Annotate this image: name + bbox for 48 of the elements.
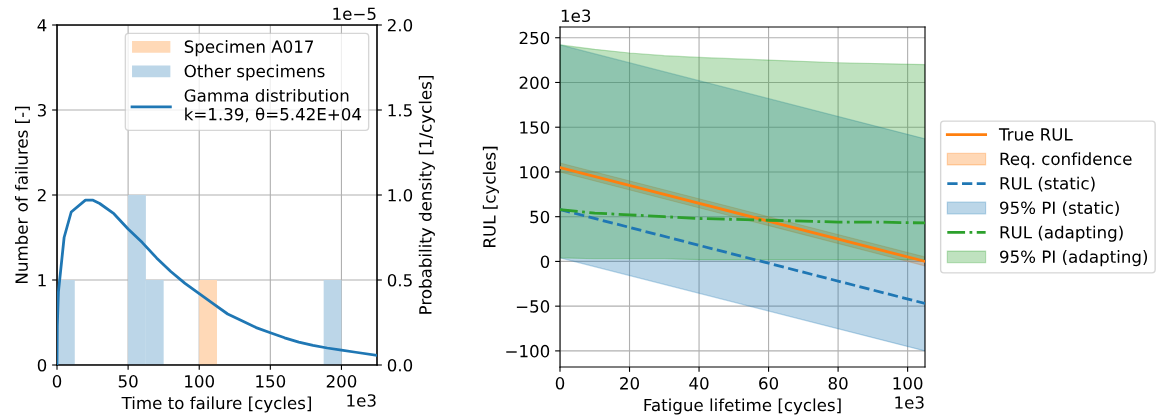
y-tick-label: 200: [519, 76, 550, 90]
x-tick-label: 0: [52, 375, 62, 388]
legend-label: Gamma distribution k=1.39, θ=5.42E+04: [184, 88, 362, 123]
x-axis-title: Time to failure [cycles]: [121, 396, 311, 413]
y2-tick-label: 0.0: [387, 358, 413, 372]
y-tick-label: 100: [520, 165, 550, 179]
y-tick-label: 50: [530, 210, 550, 224]
x-tick-label: 40: [689, 377, 709, 390]
y2-axis-title: Probability density [1/cycles]: [418, 76, 435, 314]
x-tick-label: 100: [185, 375, 215, 388]
y-tick-label: 0: [540, 255, 550, 268]
y-tick-label: −100: [506, 344, 550, 358]
x-tick-label: 80: [828, 377, 848, 390]
y-axis-title: Number of failures [-]: [14, 106, 30, 283]
x-tick-label: 200: [326, 375, 357, 388]
legend-label: 95% PI (static): [1000, 201, 1119, 217]
y2-tick-label: 1.0: [388, 188, 413, 202]
line-series: [560, 208, 925, 225]
legend-label: RUL (static): [1000, 176, 1095, 192]
y-tick-label: 250: [519, 31, 550, 45]
y-axis-title: RUL [cycles]: [482, 146, 499, 247]
legend-label: True RUL: [998, 128, 1073, 141]
legend-label: Specimen A017: [184, 40, 314, 57]
y-tick-label: 2: [37, 188, 46, 202]
legend-label: Req. confidence: [1000, 152, 1132, 169]
x-tick-label: 20: [620, 377, 640, 390]
x-tick-label: 100: [893, 377, 923, 390]
y2-tick-label: 0.5: [387, 273, 412, 287]
text: 1e−5: [333, 7, 376, 21]
x-tick-label: 0: [555, 377, 565, 390]
legend-label: 95% PI (adapting): [1000, 250, 1148, 267]
y-tick-label: 3: [37, 103, 46, 117]
y-tick-label: 1: [38, 274, 46, 287]
text: 1e3: [895, 396, 924, 409]
y-tick-label: −50: [516, 300, 550, 313]
y-tick-label: 150: [520, 121, 550, 134]
x-tick-label: 50: [118, 375, 138, 388]
y-tick-label: 0: [37, 358, 47, 372]
x-tick-label: 60: [759, 377, 779, 390]
legend-label: RUL (adapting): [1000, 225, 1123, 242]
y-tick-label: 4: [37, 19, 47, 32]
y2-tick-label: 1.5: [388, 104, 412, 117]
text: 1e3: [347, 394, 376, 407]
legend-label: Other specimens: [184, 64, 325, 81]
x-tick-label: 150: [256, 375, 286, 388]
text: 1e3: [561, 9, 591, 23]
x-axis-title: Fatigue lifetime [cycles]: [644, 398, 841, 415]
y2-tick-label: 2.0: [387, 18, 413, 32]
